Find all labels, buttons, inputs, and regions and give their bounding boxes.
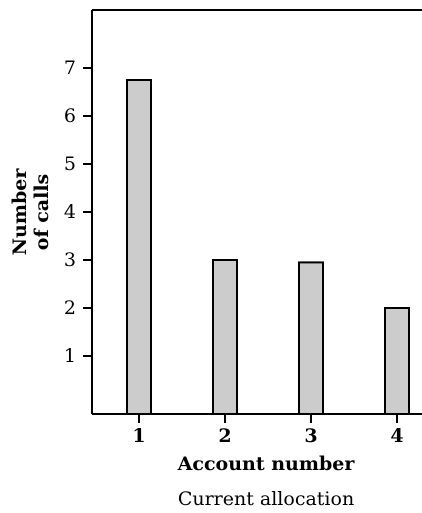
x-tick-label: 3 <box>304 425 317 447</box>
x-tick-label: 4 <box>390 425 403 447</box>
bar-account-3 <box>298 261 324 415</box>
y-tick-label: 7 <box>64 57 76 79</box>
x-axis-ticks: 1 2 3 4 <box>132 414 404 447</box>
y-axis-title-line-1: Number <box>9 168 31 256</box>
y-tick-label: 2 <box>64 297 76 319</box>
x-tick-label: 2 <box>218 425 231 447</box>
y-tick-label: 1 <box>64 345 76 367</box>
x-axis-title: Account number <box>177 453 356 475</box>
y-tick-label: 5 <box>64 153 76 175</box>
bar-account-4 <box>384 307 410 415</box>
x-tick-label: 1 <box>132 425 145 447</box>
y-axis-ticks: 1 2 3 4 5 6 7 <box>64 57 92 367</box>
y-tick-label: 6 <box>64 105 76 127</box>
y-axis-title-line-2: of calls <box>31 174 53 250</box>
bar-account-2 <box>212 259 238 415</box>
y-tick-label: 4 <box>64 201 76 223</box>
bars <box>126 79 410 415</box>
chart-caption: Current allocation <box>178 488 354 510</box>
bar-account-1 <box>126 79 152 415</box>
y-tick-label: 3 <box>64 249 76 271</box>
